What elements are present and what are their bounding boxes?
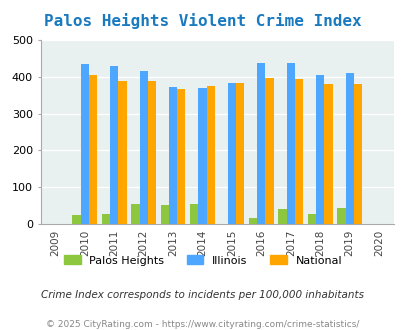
Text: Crime Index corresponds to incidents per 100,000 inhabitants: Crime Index corresponds to incidents per… (41, 290, 364, 300)
Bar (190, 205, 198, 224)
Bar (227, 83, 235, 224)
Bar (147, 82, 156, 224)
Bar (265, 78, 273, 224)
Bar (307, 214, 315, 224)
Bar (294, 79, 303, 224)
Bar (168, 87, 177, 224)
Bar (235, 83, 244, 224)
Bar (324, 84, 332, 224)
Bar (345, 73, 353, 224)
Bar (286, 63, 294, 224)
Bar (160, 205, 168, 224)
Bar (118, 82, 126, 224)
Bar (110, 66, 118, 224)
Bar (315, 75, 324, 224)
Bar (102, 214, 110, 224)
Bar (177, 89, 185, 224)
Bar (139, 71, 147, 224)
Legend: Palos Heights, Illinois, National: Palos Heights, Illinois, National (60, 251, 345, 270)
Bar (206, 86, 214, 224)
Bar (248, 218, 257, 224)
Bar (72, 215, 81, 224)
Bar (81, 64, 89, 224)
Text: Palos Heights Violent Crime Index: Palos Heights Violent Crime Index (44, 13, 361, 29)
Text: © 2025 CityRating.com - https://www.cityrating.com/crime-statistics/: © 2025 CityRating.com - https://www.city… (46, 320, 359, 329)
Bar (89, 75, 97, 224)
Bar (257, 62, 265, 224)
Bar (131, 205, 139, 224)
Bar (278, 209, 286, 224)
Bar (337, 208, 345, 224)
Bar (198, 88, 206, 224)
Bar (353, 84, 361, 224)
